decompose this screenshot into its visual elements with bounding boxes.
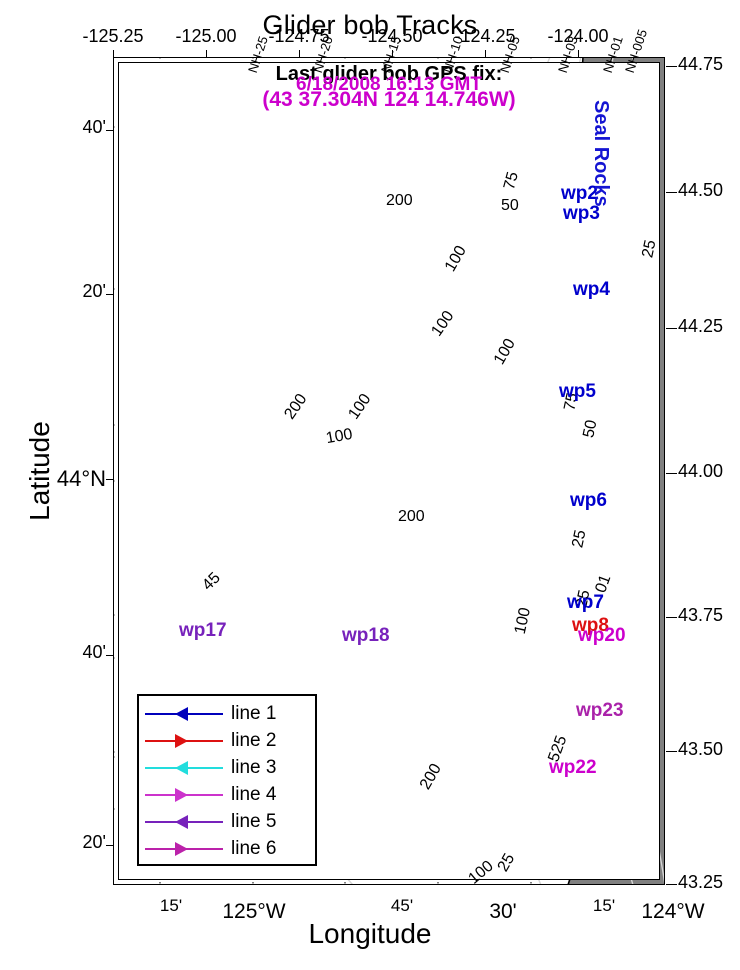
right-tick-mark xyxy=(666,884,677,885)
legend-label: line 6 xyxy=(231,837,277,859)
waypoint-label-wp17: wp17 xyxy=(179,620,227,641)
left-tick-mark xyxy=(106,130,114,131)
top-tick-mark xyxy=(206,50,207,57)
right-tick-mark xyxy=(666,617,677,618)
top-tick-label: -125.00 xyxy=(175,26,237,46)
waypoint-label-wp18: wp18 xyxy=(342,625,390,646)
bottom-tick-label: 15' xyxy=(159,896,183,915)
legend-item-6[interactable]: line 6 xyxy=(145,835,315,862)
legend-symbol xyxy=(145,840,223,858)
legend-marker-triangle-left xyxy=(175,814,188,829)
legend-item-4[interactable]: line 4 xyxy=(145,781,315,808)
bottom-tick-label: 125°W xyxy=(222,900,286,923)
right-tick-label: 44.25 xyxy=(678,316,724,336)
legend-item-1[interactable]: line 1 xyxy=(145,700,315,727)
top-tick-mark xyxy=(485,50,486,57)
bottom-tick-label: 30' xyxy=(489,900,517,923)
track-line-3 xyxy=(174,578,600,630)
left-tick-label: 20' xyxy=(82,832,106,852)
legend[interactable]: line 1 line 2 line 3 line 4 line 5 line 6 xyxy=(137,694,317,866)
bottom-tick-label: 124°W xyxy=(641,900,705,923)
legend-item-3[interactable]: line 3 xyxy=(145,754,315,781)
bottom-tick-label: 15' xyxy=(592,896,616,915)
legend-label: line 2 xyxy=(231,729,277,751)
legend-symbol xyxy=(145,786,223,804)
x-axis-label: Longitude xyxy=(308,918,432,949)
contour-label: 25 xyxy=(569,528,590,550)
legend-item-5[interactable]: line 5 xyxy=(145,808,315,835)
waypoint-label-wp2: wp2 xyxy=(561,183,598,204)
contour-label: 200 xyxy=(398,508,425,525)
top-tick-label: -124.50 xyxy=(361,26,423,46)
top-tick-mark xyxy=(392,50,393,57)
contour-label: 50 xyxy=(580,418,601,440)
waypoint-label-wp7: wp7 xyxy=(567,592,604,613)
waypoint-label-wp22: wp22 xyxy=(549,757,597,778)
legend-label: line 3 xyxy=(231,756,277,778)
right-tick-label: 44.50 xyxy=(678,180,724,200)
right-tick-label: 43.25 xyxy=(678,872,724,892)
top-tick-label: -124.00 xyxy=(547,26,609,46)
waypoint-label-wp3: wp3 xyxy=(563,203,600,224)
legend-item-2[interactable]: line 2 xyxy=(145,727,315,754)
left-tick-mark xyxy=(106,294,114,295)
right-tick-label: 43.75 xyxy=(678,605,724,625)
right-tick-mark xyxy=(666,192,677,193)
right-tick-mark xyxy=(666,473,677,474)
legend-marker-triangle-right xyxy=(175,787,188,802)
legend-marker-triangle-left xyxy=(175,760,188,775)
top-tick-label: -124.75 xyxy=(268,26,330,46)
right-tick-label: 44.00 xyxy=(678,461,724,481)
right-tick-mark xyxy=(666,751,677,752)
left-tick-mark xyxy=(106,479,114,480)
left-tick-label: 40' xyxy=(82,642,106,662)
legend-symbol xyxy=(145,732,223,750)
left-tick-label: 44°N xyxy=(56,466,106,491)
contour-label: 50 xyxy=(501,197,519,214)
waypoint-label-wp6: wp6 xyxy=(570,490,607,511)
y-axis-label: Latitude xyxy=(24,421,55,521)
top-tick-mark xyxy=(578,50,579,57)
waypoint-label-wp4: wp4 xyxy=(573,279,610,300)
legend-symbol xyxy=(145,705,223,723)
left-tick-mark xyxy=(106,845,114,846)
right-tick-mark xyxy=(666,66,677,67)
legend-marker-triangle-left xyxy=(175,706,188,721)
bottom-tick-label: 45' xyxy=(390,896,414,915)
left-tick-label: 20' xyxy=(82,281,106,301)
subtitle-last-fix: Last glider bob GPS fix: xyxy=(275,63,503,85)
legend-label: line 5 xyxy=(231,810,277,832)
contour-label: 200 xyxy=(386,192,413,209)
top-tick-label: -125.25 xyxy=(82,26,144,46)
waypoint-label-wp8: wp8 xyxy=(572,615,609,636)
seal-rocks-label: Seal Rocks xyxy=(590,100,612,207)
left-tick-label: 40' xyxy=(82,117,106,137)
contour-label: 25 xyxy=(639,238,660,260)
subtitle-timestamp: 6/18/2008 16:13 GMT xyxy=(296,74,482,95)
waypoint-label-wp23: wp23 xyxy=(576,700,624,721)
right-tick-mark xyxy=(666,328,677,329)
top-tick-mark xyxy=(113,50,114,57)
legend-label: line 4 xyxy=(231,783,277,805)
subtitle-coordinates: (43 37.304N 124 14.746W) xyxy=(262,88,516,111)
top-tick-mark xyxy=(299,50,300,57)
top-tick-label: -124.25 xyxy=(454,26,516,46)
legend-symbol xyxy=(145,813,223,831)
page-title: Glider bob Tracks xyxy=(262,10,478,40)
right-tick-label: 44.75 xyxy=(678,54,724,74)
left-tick-mark xyxy=(106,655,114,656)
legend-symbol xyxy=(145,759,223,777)
legend-marker-triangle-right xyxy=(175,841,188,856)
waypoint-label-wp5: wp5 xyxy=(559,381,596,402)
legend-label: line 1 xyxy=(231,702,277,724)
legend-marker-triangle-right xyxy=(175,733,188,748)
waypoint-label-wp20: wp20 xyxy=(578,625,626,646)
right-tick-label: 43.50 xyxy=(678,739,724,759)
